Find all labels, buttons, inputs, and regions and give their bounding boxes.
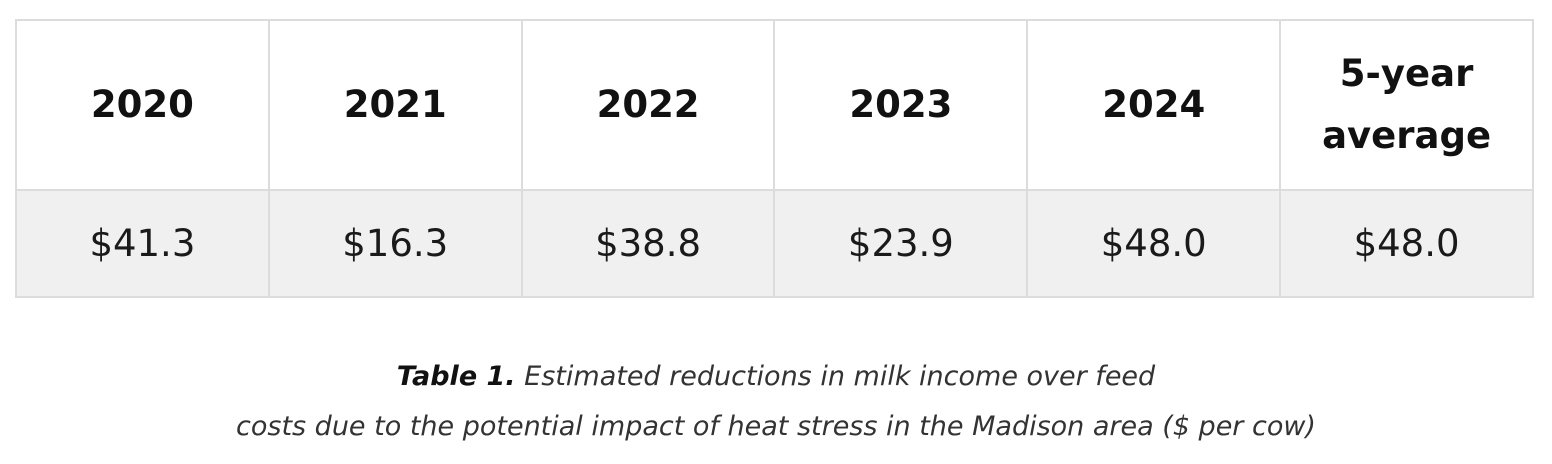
header-cell: 5-year average: [1279, 19, 1534, 191]
table-row: $41.3 $16.3 $38.8 $23.9 $48.0 $48.0: [15, 189, 1534, 298]
table-cell: $41.3: [15, 189, 270, 298]
header-cell: 2022: [520, 19, 776, 191]
header-row: 2020 2021 2022 2023 2024 5-year average: [15, 19, 1534, 191]
table-head: 2020 2021 2022 2023 2024 5-year average: [15, 19, 1534, 191]
header-cell: 2020: [15, 19, 270, 191]
table-cell: $48.0: [1279, 189, 1534, 298]
table-caption: Table 1. Estimated reductions in milk in…: [0, 352, 1552, 452]
table-body: $41.3 $16.3 $38.8 $23.9 $48.0 $48.0: [15, 189, 1534, 298]
caption-text: costs due to the potential impact of hea…: [236, 411, 1316, 442]
table-cell: $16.3: [267, 189, 523, 298]
table-cell: $23.9: [773, 189, 1029, 298]
header-cell: 2021: [267, 19, 523, 191]
table-cell: $38.8: [520, 189, 776, 298]
data-table: 2020 2021 2022 2023 2024 5-year average $41.3…: [15, 19, 1534, 298]
header-cell: 2023: [773, 19, 1029, 191]
table-cell: $48.0: [1026, 189, 1282, 298]
caption-label: Table 1.: [396, 361, 516, 392]
caption-text: Estimated reductions in milk income over…: [524, 361, 1156, 392]
header-cell: 2024: [1026, 19, 1282, 191]
